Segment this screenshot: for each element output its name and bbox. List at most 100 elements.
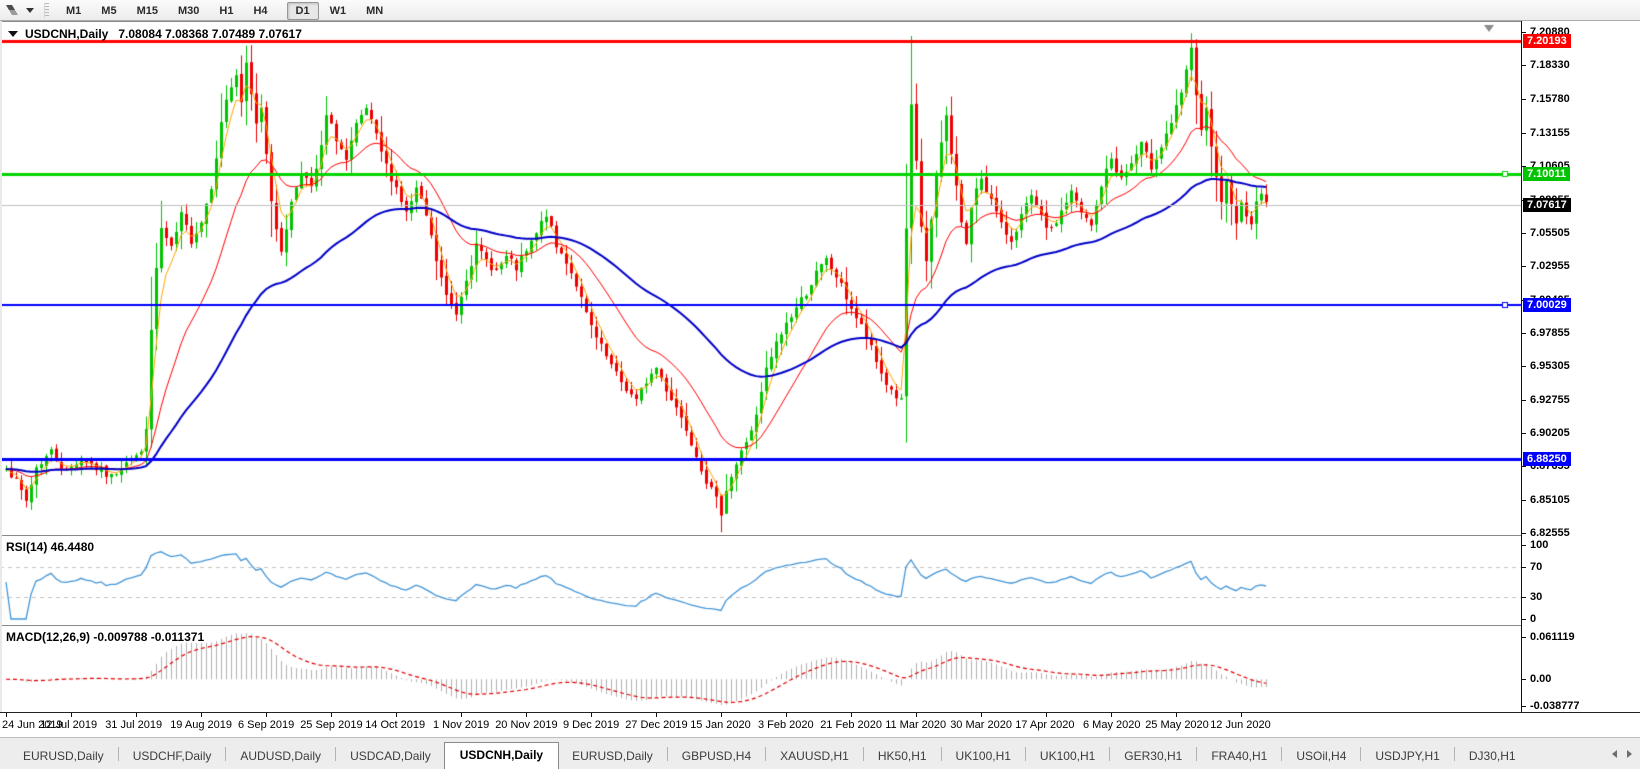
- date-axis-label: 15 Jan 2020: [690, 719, 751, 731]
- window-border-left: [0, 21, 2, 712]
- tabs-scroll-right-icon[interactable]: [1627, 750, 1632, 758]
- date-tick: [136, 713, 137, 717]
- price-axis-label: 6.90205: [1522, 427, 1570, 440]
- toolbar-grip[interactable]: [44, 2, 49, 18]
- tab-separator: [1024, 747, 1026, 761]
- date-tick: [461, 713, 462, 717]
- date-tick: [916, 713, 917, 717]
- date-axis-label: 6 May 2020: [1083, 719, 1141, 731]
- chart-window: USDCNH,Daily 7.08084 7.08368 7.07489 7.0…: [0, 21, 1640, 769]
- price-axis[interactable]: 7.208807.183307.157807.131557.106057.080…: [1521, 21, 1640, 712]
- date-tick: [526, 713, 527, 717]
- macd-label: MACD(12,26,9) -0.009788 -0.011371: [6, 630, 205, 644]
- chevron-down-icon[interactable]: [26, 7, 34, 13]
- date-tick: [851, 713, 852, 717]
- chart-tab-GBPUSD-H4[interactable]: GBPUSD,H4: [681, 749, 752, 763]
- date-axis-label: 30 Mar 2020: [950, 719, 1012, 731]
- rsi-indicator-pane: RSI(14) 46.4480: [0, 537, 1521, 625]
- main-chart-canvas[interactable]: [0, 22, 1521, 535]
- tab-separator: [117, 747, 119, 761]
- date-axis-label: 3 Feb 2020: [758, 719, 814, 731]
- timeframe-button-D1[interactable]: D1: [286, 2, 319, 20]
- chart-tab-XAUUSD-H1[interactable]: XAUUSD,H1: [780, 749, 849, 763]
- chart-tab-UK100-H1[interactable]: UK100,H1: [1039, 749, 1096, 763]
- top-toolbar: M1 M5 M15 M30 H1 H4 D1 W1 MN: [0, 0, 1640, 21]
- rsi-axis-label: 0: [1522, 613, 1536, 626]
- chart-tools-icon[interactable]: [4, 3, 34, 17]
- date-tick: [656, 713, 657, 717]
- timeframe-button-M1[interactable]: M1: [66, 5, 82, 17]
- chart-tab-DJ30-H1[interactable]: DJ30,H1: [1468, 749, 1516, 763]
- tab-separator: [862, 747, 864, 761]
- date-axis-label: 19 Aug 2019: [170, 719, 232, 731]
- macd-axis-label: 0.00: [1522, 673, 1551, 686]
- tab-separator: [1196, 747, 1198, 761]
- date-axis[interactable]: 24 Jun 2019 12 Jul 2019 31 Jul 2019 19 Aug …: [0, 713, 1640, 737]
- timeframe-button-H1[interactable]: H1: [219, 5, 234, 17]
- rsi-axis-label: 30: [1522, 591, 1542, 604]
- pane-separator[interactable]: [0, 535, 1640, 537]
- rsi-axis-label: 70: [1522, 561, 1542, 574]
- window-border: [0, 21, 1640, 22]
- tab-separator: [666, 747, 668, 761]
- tab-separator: [1281, 747, 1283, 761]
- chart-tab-USDCNH-Daily[interactable]: USDCNH,Daily: [443, 742, 560, 769]
- price-axis-label: 6.82555: [1522, 527, 1570, 540]
- chart-tools-glyph: [6, 5, 18, 15]
- date-tick: [266, 713, 267, 717]
- date-tick: [396, 713, 397, 717]
- chart-tab-AUDUSD-Daily[interactable]: AUDUSD,Daily: [240, 749, 322, 763]
- timeframe-button-M5[interactable]: M5: [101, 5, 117, 17]
- date-tick: [1111, 713, 1112, 717]
- price-line-tag: 7.00029: [1523, 297, 1571, 312]
- tab-navigation: [1612, 750, 1632, 758]
- pane-separator[interactable]: [0, 625, 1640, 627]
- tabs-scroll-left-icon[interactable]: [1612, 750, 1617, 758]
- macd-canvas[interactable]: [0, 627, 1521, 712]
- date-axis-label: 6 Sep 2019: [238, 719, 295, 731]
- chart-tab-EURUSD-Daily[interactable]: EURUSD,Daily: [23, 749, 104, 763]
- chart-symbol-title: USDCNH,Daily: [25, 27, 109, 41]
- tab-separator: [940, 747, 942, 761]
- price-axis-label: 6.85105: [1522, 494, 1570, 507]
- chart-tab-EURUSD-Daily[interactable]: EURUSD,Daily: [572, 749, 653, 763]
- price-axis-label: 7.05505: [1522, 227, 1570, 240]
- date-axis-label: 20 Nov 2019: [495, 719, 558, 731]
- date-axis-label: 12 Jul 2019: [40, 719, 98, 731]
- chart-tab-USOil-H4[interactable]: USOil,H4: [1296, 749, 1347, 763]
- macd-indicator-pane: MACD(12,26,9) -0.009788 -0.011371: [0, 627, 1521, 712]
- price-line-tag: 6.88250: [1523, 451, 1571, 466]
- rsi-canvas[interactable]: [0, 537, 1521, 625]
- chart-menu-dropdown-icon[interactable]: [8, 31, 18, 37]
- chart-tab-HK50-H1[interactable]: HK50,H1: [877, 749, 927, 763]
- date-axis-label: 9 Dec 2019: [563, 719, 620, 731]
- chart-tab-UK100-H1[interactable]: UK100,H1: [955, 749, 1011, 763]
- date-tick: [1046, 713, 1047, 717]
- date-axis-label: 14 Oct 2019: [365, 719, 426, 731]
- chart-tab-GER30-H1[interactable]: GER30,H1: [1124, 749, 1183, 763]
- price-axis-label: 6.97855: [1522, 327, 1570, 340]
- date-axis-label: 17 Apr 2020: [1015, 719, 1075, 731]
- tab-separator: [335, 747, 337, 761]
- date-tick: [786, 713, 787, 717]
- chart-tab-USDJPY-H1[interactable]: USDJPY,H1: [1375, 749, 1440, 763]
- chart-tab-USDCHF-Daily[interactable]: USDCHF,Daily: [132, 749, 212, 763]
- tab-separator: [1360, 747, 1362, 761]
- timeframe-button-H4[interactable]: H4: [253, 5, 268, 17]
- date-tick: [71, 713, 72, 717]
- chart-tab-FRA40-H1[interactable]: FRA40,H1: [1211, 749, 1268, 763]
- timeframe-buttons: M1 M5 M15 M30 H1 H4 D1 W1 MN: [56, 1, 401, 20]
- rsi-label: RSI(14) 46.4480: [6, 540, 95, 554]
- tab-separator: [1453, 747, 1455, 761]
- tab-separator: [225, 747, 227, 761]
- date-axis-label: 25 May 2020: [1145, 719, 1209, 731]
- chart-tab-USDCAD-Daily[interactable]: USDCAD,Daily: [350, 749, 431, 763]
- price-axis-label: 6.95305: [1522, 360, 1570, 373]
- chart-tab-bar: EURUSD,Daily USDCHF,Daily AUDUSD,Daily USDC…: [0, 737, 1640, 769]
- timeframe-button-M15[interactable]: M15: [136, 5, 158, 17]
- timeframe-button-M30[interactable]: M30: [177, 5, 200, 17]
- price-axis-label: 7.02955: [1522, 260, 1570, 273]
- date-axis-label: 24 Jun 2019: [2, 719, 63, 731]
- timeframe-button-W1[interactable]: W1: [329, 5, 347, 17]
- timeframe-button-MN[interactable]: MN: [366, 5, 384, 17]
